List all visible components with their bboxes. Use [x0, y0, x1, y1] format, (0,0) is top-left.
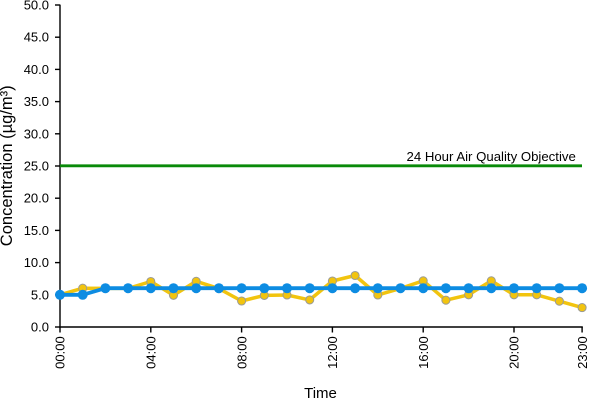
- svg-text:20:00: 20:00: [507, 336, 522, 369]
- svg-text:15.0: 15.0: [24, 223, 49, 238]
- svg-text:20.0: 20.0: [24, 191, 49, 206]
- svg-text:40.0: 40.0: [24, 62, 49, 77]
- svg-text:08:00: 08:00: [234, 336, 249, 369]
- svg-text:Time: Time: [304, 385, 337, 400]
- svg-text:5.0: 5.0: [31, 287, 49, 302]
- svg-text:0.0: 0.0: [31, 320, 49, 335]
- svg-text:10.0: 10.0: [24, 255, 49, 270]
- svg-text:25.0: 25.0: [24, 159, 49, 174]
- svg-text:45.0: 45.0: [24, 30, 49, 45]
- svg-text:00:00: 00:00: [53, 336, 68, 369]
- svg-text:24 Hour Air Quality Objective: 24 Hour Air Quality Objective: [406, 149, 575, 164]
- svg-text:04:00: 04:00: [144, 336, 159, 369]
- svg-text:23:00: 23:00: [575, 336, 590, 369]
- svg-text:30.0: 30.0: [24, 126, 49, 141]
- svg-text:16:00: 16:00: [416, 336, 431, 369]
- svg-text:12:00: 12:00: [325, 336, 340, 369]
- svg-text:35.0: 35.0: [24, 94, 49, 109]
- svg-text:Concentration (µg/m³): Concentration (µg/m³): [0, 85, 16, 246]
- svg-text:50.0: 50.0: [24, 0, 49, 13]
